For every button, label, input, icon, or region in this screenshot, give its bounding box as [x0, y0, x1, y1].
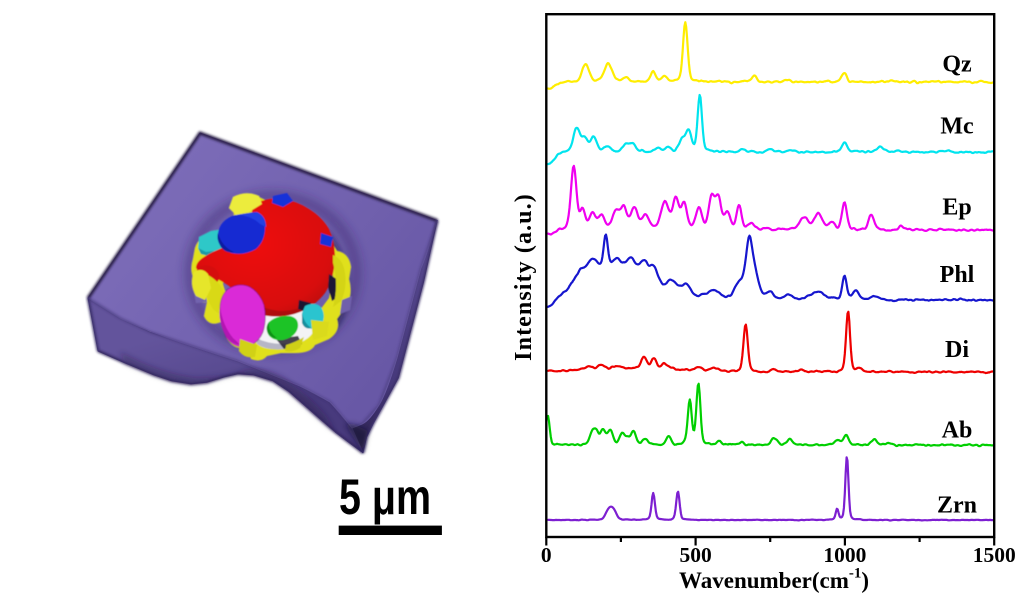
svg-text:500: 500 [679, 543, 711, 567]
svg-text:Intensity (a.u.): Intensity (a.u.) [511, 193, 537, 361]
svg-text:1500: 1500 [973, 543, 1016, 567]
svg-text:0: 0 [541, 543, 552, 567]
svg-text:Ep: Ep [942, 195, 971, 221]
svg-text:Ab: Ab [942, 417, 973, 443]
svg-text:Wavenumber(cm-1): Wavenumber(cm-1) [679, 566, 869, 594]
svg-text:Phl: Phl [940, 262, 975, 288]
svg-text:Zrn: Zrn [937, 492, 977, 518]
svg-text:5 μm: 5 μm [339, 469, 431, 525]
svg-text:Mc: Mc [940, 113, 974, 139]
svg-text:1000: 1000 [823, 543, 866, 567]
svg-text:Di: Di [945, 337, 969, 363]
svg-text:Qz: Qz [942, 52, 972, 78]
